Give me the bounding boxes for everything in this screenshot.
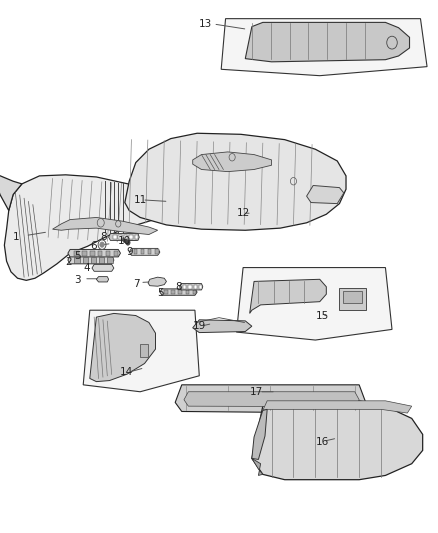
- Bar: [134, 249, 137, 254]
- Polygon shape: [307, 185, 344, 204]
- Bar: [188, 285, 191, 289]
- Polygon shape: [0, 175, 22, 211]
- Bar: [193, 290, 196, 294]
- Bar: [82, 251, 87, 256]
- Polygon shape: [109, 233, 139, 240]
- Polygon shape: [221, 19, 427, 76]
- Polygon shape: [125, 133, 346, 230]
- Bar: [118, 235, 122, 239]
- Polygon shape: [83, 310, 199, 392]
- Bar: [178, 290, 182, 294]
- Polygon shape: [160, 289, 197, 295]
- Bar: [114, 251, 118, 256]
- Text: 1: 1: [13, 232, 20, 242]
- Text: 17: 17: [250, 387, 263, 397]
- Polygon shape: [252, 401, 423, 480]
- Circle shape: [123, 237, 127, 243]
- Polygon shape: [175, 385, 366, 413]
- Bar: [91, 257, 96, 263]
- Bar: [183, 285, 186, 289]
- Text: 7: 7: [134, 279, 140, 288]
- Bar: [155, 249, 159, 254]
- Bar: [148, 249, 151, 254]
- Polygon shape: [148, 277, 166, 286]
- Text: 12: 12: [237, 208, 250, 218]
- Bar: [339, 288, 366, 310]
- Bar: [140, 344, 148, 357]
- Bar: [99, 257, 104, 263]
- Bar: [90, 251, 95, 256]
- Polygon shape: [68, 249, 120, 257]
- Bar: [113, 235, 117, 239]
- Bar: [135, 235, 138, 239]
- Bar: [107, 257, 113, 263]
- Polygon shape: [193, 320, 252, 333]
- Polygon shape: [92, 264, 114, 271]
- Polygon shape: [250, 279, 326, 313]
- Polygon shape: [90, 313, 155, 382]
- Bar: [130, 235, 133, 239]
- Text: 8: 8: [100, 232, 106, 242]
- Polygon shape: [252, 409, 267, 459]
- Bar: [194, 285, 197, 289]
- Bar: [83, 257, 88, 263]
- Bar: [164, 290, 168, 294]
- Polygon shape: [237, 268, 392, 340]
- Text: 8: 8: [175, 282, 182, 292]
- Bar: [343, 291, 362, 303]
- Polygon shape: [4, 175, 175, 280]
- Bar: [141, 249, 144, 254]
- Bar: [74, 257, 80, 263]
- Text: 2: 2: [66, 257, 72, 267]
- Text: 9: 9: [126, 247, 133, 256]
- Polygon shape: [180, 284, 203, 290]
- Bar: [98, 251, 102, 256]
- Bar: [171, 290, 175, 294]
- Text: 14: 14: [120, 367, 133, 377]
- Bar: [186, 290, 189, 294]
- Text: 4: 4: [83, 263, 90, 273]
- Polygon shape: [245, 22, 410, 62]
- Text: 10: 10: [118, 236, 131, 246]
- Text: 19: 19: [193, 321, 206, 331]
- Text: 16: 16: [315, 438, 328, 447]
- Circle shape: [126, 240, 130, 245]
- Polygon shape: [263, 401, 412, 413]
- Circle shape: [100, 242, 104, 247]
- Polygon shape: [53, 217, 158, 235]
- Text: 11: 11: [134, 195, 147, 205]
- Polygon shape: [252, 458, 263, 475]
- Polygon shape: [129, 248, 160, 255]
- Text: 6: 6: [90, 241, 96, 251]
- Polygon shape: [184, 392, 359, 407]
- Text: 15: 15: [315, 311, 328, 320]
- Polygon shape: [193, 152, 272, 172]
- Polygon shape: [68, 256, 114, 264]
- Text: 5: 5: [158, 288, 164, 298]
- Text: 13: 13: [199, 19, 212, 29]
- Bar: [74, 251, 79, 256]
- Bar: [124, 235, 127, 239]
- Bar: [106, 251, 110, 256]
- Bar: [199, 285, 202, 289]
- Text: 5: 5: [74, 251, 81, 261]
- Text: 3: 3: [74, 275, 81, 285]
- Polygon shape: [96, 277, 109, 282]
